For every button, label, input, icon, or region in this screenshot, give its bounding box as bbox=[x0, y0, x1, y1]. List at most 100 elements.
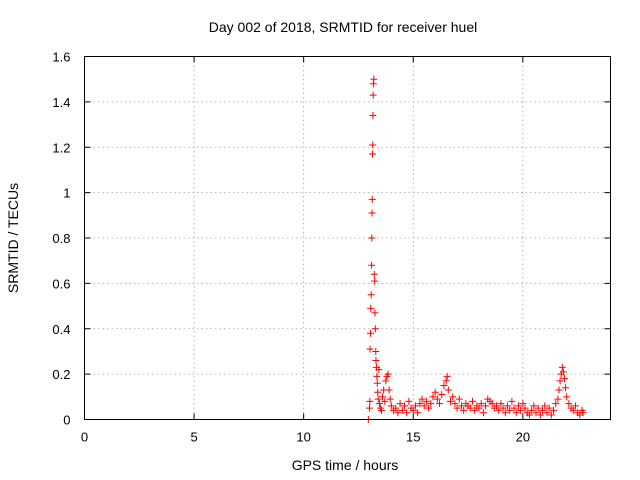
data-point bbox=[418, 395, 426, 403]
x-tick-labels: 0 5 10 15 20 bbox=[81, 430, 530, 445]
data-point bbox=[386, 395, 394, 403]
data-point bbox=[525, 411, 533, 419]
y-tick-label: 0.2 bbox=[52, 367, 70, 382]
data-point bbox=[366, 397, 374, 405]
data-point bbox=[385, 386, 393, 394]
data-point bbox=[433, 395, 441, 403]
data-points bbox=[364, 75, 587, 423]
data-point bbox=[384, 370, 392, 378]
data-point bbox=[369, 111, 377, 119]
data-point bbox=[372, 357, 380, 365]
data-point bbox=[396, 400, 404, 408]
data-point bbox=[442, 377, 450, 385]
data-point bbox=[367, 304, 375, 312]
data-point bbox=[468, 397, 476, 405]
data-point bbox=[427, 400, 435, 408]
y-tick-label: 1 bbox=[63, 186, 70, 201]
data-point bbox=[375, 366, 383, 374]
data-point bbox=[506, 406, 514, 414]
data-point bbox=[539, 406, 547, 414]
data-point bbox=[536, 411, 544, 419]
data-point bbox=[416, 400, 424, 408]
data-point bbox=[554, 395, 562, 403]
y-tick-label: 0.8 bbox=[52, 231, 70, 246]
y-tick-label: 1.6 bbox=[52, 50, 70, 65]
data-point bbox=[451, 400, 459, 408]
grid bbox=[84, 56, 611, 420]
data-point bbox=[560, 375, 568, 383]
data-point bbox=[471, 406, 479, 414]
data-point bbox=[552, 400, 560, 408]
data-point bbox=[460, 406, 468, 414]
data-point bbox=[559, 368, 567, 376]
data-point bbox=[368, 261, 376, 269]
y-tick-label: 1.2 bbox=[52, 140, 70, 155]
data-point bbox=[455, 395, 463, 403]
data-point bbox=[367, 291, 375, 299]
data-point bbox=[368, 195, 376, 203]
data-point bbox=[503, 402, 511, 410]
data-point bbox=[521, 404, 529, 412]
data-point bbox=[414, 409, 422, 417]
data-point bbox=[371, 325, 379, 333]
data-point bbox=[482, 402, 490, 410]
data-point bbox=[373, 372, 381, 380]
data-point bbox=[545, 404, 553, 412]
data-point bbox=[379, 393, 387, 401]
y-tick-label: 0 bbox=[63, 413, 70, 428]
data-point bbox=[368, 234, 376, 242]
data-point bbox=[499, 404, 507, 412]
data-point bbox=[370, 270, 378, 278]
data-point bbox=[556, 377, 564, 385]
data-point bbox=[373, 379, 381, 387]
y-axis-label: SRMTID / TECUs bbox=[5, 183, 21, 293]
data-point bbox=[377, 406, 385, 414]
data-point bbox=[429, 393, 437, 401]
y-tick-label: 0.6 bbox=[52, 276, 70, 291]
plot-frame bbox=[84, 56, 611, 420]
data-point bbox=[512, 409, 520, 417]
data-point bbox=[400, 402, 408, 410]
x-tick-label: 5 bbox=[190, 430, 197, 445]
data-point bbox=[368, 150, 376, 158]
data-point bbox=[436, 400, 444, 408]
data-point bbox=[444, 386, 452, 394]
data-point bbox=[403, 409, 411, 417]
data-point bbox=[382, 377, 390, 385]
data-point bbox=[438, 391, 446, 399]
data-point bbox=[394, 409, 402, 417]
data-point bbox=[562, 384, 570, 392]
data-point bbox=[374, 388, 382, 396]
data-point bbox=[477, 400, 485, 408]
data-point bbox=[508, 397, 516, 405]
data-point bbox=[530, 402, 538, 410]
x-axis-label: GPS time / hours bbox=[292, 457, 399, 473]
data-point bbox=[497, 400, 505, 408]
data-point bbox=[372, 347, 380, 355]
data-point bbox=[420, 402, 428, 410]
axis-ticks bbox=[84, 56, 611, 420]
data-point bbox=[447, 397, 455, 405]
data-point bbox=[532, 409, 540, 417]
data-point bbox=[381, 397, 389, 405]
data-point bbox=[555, 386, 563, 394]
data-point bbox=[405, 397, 413, 405]
data-point bbox=[510, 404, 518, 412]
data-point bbox=[425, 404, 433, 412]
y-tick-label: 0.4 bbox=[52, 322, 70, 337]
data-point bbox=[371, 309, 379, 317]
data-point bbox=[528, 406, 536, 414]
data-point bbox=[541, 402, 549, 410]
data-point bbox=[488, 400, 496, 408]
data-point bbox=[387, 402, 395, 410]
data-point bbox=[534, 404, 542, 412]
x-tick-label: 10 bbox=[296, 430, 310, 445]
data-point bbox=[571, 402, 579, 410]
data-point bbox=[453, 404, 461, 412]
data-point bbox=[409, 406, 417, 414]
data-point bbox=[431, 388, 439, 396]
data-point bbox=[449, 393, 457, 401]
data-point bbox=[514, 402, 522, 410]
data-point bbox=[371, 277, 379, 285]
